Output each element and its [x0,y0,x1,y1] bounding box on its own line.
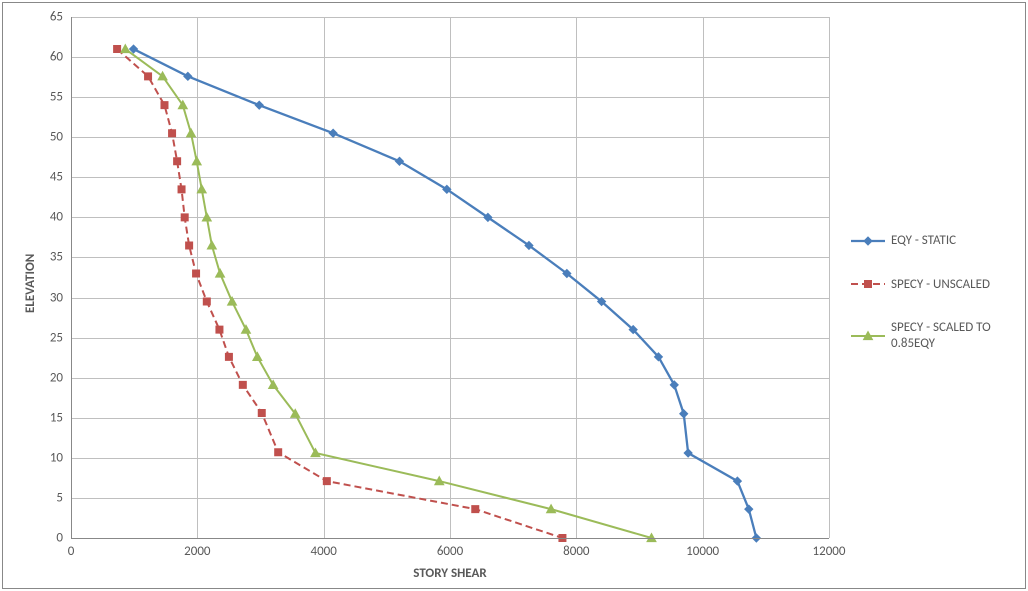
legend-swatch [851,329,885,343]
legend-label: EQY - STATIC [891,233,956,249]
series-marker-specy-unscaled [186,242,193,249]
series-marker-specy-unscaled [161,102,168,109]
series-marker-eqy-static [255,101,263,109]
y-tick-label: 40 [50,210,63,225]
y-tick-label: 20 [50,370,63,385]
series-marker-specy-unscaled [178,186,185,193]
series-marker-eqy-static [329,129,337,137]
y-tick-label: 10 [50,450,63,465]
series-line-eqy-static [134,49,757,538]
series-marker-specy-unscaled [169,130,176,137]
x-axis-title: STORY SHEAR [413,566,486,581]
y-axis-title: ELEVATION [23,253,38,312]
series-marker-specy-scaled [228,297,237,305]
x-tick-label: 10000 [686,544,719,559]
chart-frame: 0 2000 4000 6000 8000 10000 12000 0 5 10 15 20 25 30… [2,2,1026,589]
series-marker-eqy-static [184,72,192,80]
legend-swatch [851,234,885,248]
y-tick-label: 45 [50,170,63,185]
x-tick-label: 6000 [437,544,463,559]
series-marker-specy-unscaled [239,381,246,388]
y-tick-label: 50 [50,130,63,145]
legend-label: SPECY - SCALED TO 0.85EQY [891,320,1021,351]
series-marker-specy-scaled [192,157,201,165]
series-marker-specy-unscaled [275,449,282,456]
axis-line-bottom [71,538,829,539]
series-line-specy-unscaled [117,49,562,538]
series-marker-specy-scaled [241,325,250,333]
series-marker-eqy-static [680,410,688,418]
series-marker-specy-scaled [207,241,216,249]
legend-swatch [851,277,885,291]
axis-line-left [71,17,72,538]
x-tick-label: 2000 [184,544,210,559]
series-marker-specy-unscaled [225,353,232,360]
legend-entry-specy-scaled: SPECY - SCALED TO 0.85EQY [851,320,1021,351]
series-marker-specy-scaled [253,352,262,360]
y-tick-label: 0 [56,531,63,546]
series-marker-specy-scaled [269,380,278,388]
series-marker-specy-scaled [121,45,130,53]
y-tick-label: 35 [50,250,63,265]
y-tick-label: 55 [50,90,63,105]
series-marker-specy-scaled [197,185,206,193]
series-marker-specy-scaled [202,213,211,221]
legend-entry-eqy-static: EQY - STATIC [851,233,1021,249]
series-marker-eqy-static [745,505,753,513]
series-marker-specy-scaled [187,129,196,137]
series-marker-specy-scaled [216,269,225,277]
series-marker-specy-unscaled [323,478,330,485]
legend-label: SPECY - UNSCALED [891,277,990,293]
series-marker-specy-scaled [311,449,320,457]
x-tick-label: 0 [68,544,75,559]
y-tick-label: 30 [50,290,63,305]
x-tick-label: 8000 [563,544,589,559]
series-marker-specy-unscaled [203,298,210,305]
series-marker-specy-unscaled [258,409,265,416]
series-marker-specy-unscaled [145,73,152,80]
y-tick-label: 25 [50,330,63,345]
series-marker-specy-unscaled [472,506,479,513]
series-marker-specy-unscaled [174,158,181,165]
y-tick-label: 60 [50,50,63,65]
series-marker-specy-unscaled [216,326,223,333]
y-tick-label: 15 [50,410,63,425]
x-tick-label: 12000 [813,544,846,559]
series-marker-specy-unscaled [181,214,188,221]
x-tick-label: 4000 [310,544,336,559]
y-tick-label: 65 [50,10,63,25]
series-marker-specy-unscaled [193,270,200,277]
y-tick-label: 5 [56,490,63,505]
legend: EQY - STATIC SPECY - UNSCALED SPECY - SCAL… [851,233,1021,379]
legend-entry-specy-unscaled: SPECY - UNSCALED [851,277,1021,293]
series-marker-specy-unscaled [114,46,121,53]
